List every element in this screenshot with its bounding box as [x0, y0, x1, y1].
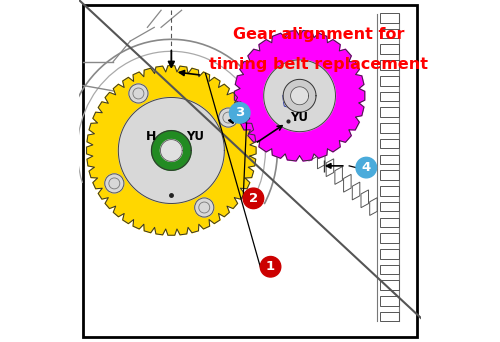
- Polygon shape: [152, 131, 191, 170]
- Circle shape: [222, 147, 236, 161]
- Circle shape: [224, 117, 235, 129]
- Polygon shape: [234, 30, 365, 161]
- Text: H: H: [146, 130, 156, 143]
- Circle shape: [214, 131, 224, 142]
- Polygon shape: [282, 82, 312, 109]
- Polygon shape: [160, 140, 182, 161]
- Text: YU: YU: [290, 111, 308, 124]
- Circle shape: [356, 157, 376, 178]
- Circle shape: [230, 103, 250, 123]
- Circle shape: [104, 174, 124, 193]
- Polygon shape: [86, 66, 256, 235]
- Polygon shape: [118, 97, 224, 203]
- Text: 4: 4: [362, 161, 371, 174]
- Text: YU: YU: [186, 130, 204, 143]
- Text: timing belt replacement: timing belt replacement: [209, 57, 428, 73]
- Text: 1: 1: [266, 260, 275, 273]
- Polygon shape: [283, 79, 316, 112]
- Text: Gear alignment for: Gear alignment for: [232, 27, 404, 42]
- Circle shape: [260, 256, 281, 277]
- Circle shape: [243, 188, 264, 209]
- Circle shape: [96, 116, 111, 131]
- Circle shape: [194, 198, 214, 217]
- Circle shape: [219, 108, 238, 127]
- Polygon shape: [264, 60, 336, 132]
- Circle shape: [129, 84, 148, 103]
- Polygon shape: [290, 87, 308, 105]
- Text: 3: 3: [235, 106, 244, 119]
- Text: 2: 2: [249, 192, 258, 205]
